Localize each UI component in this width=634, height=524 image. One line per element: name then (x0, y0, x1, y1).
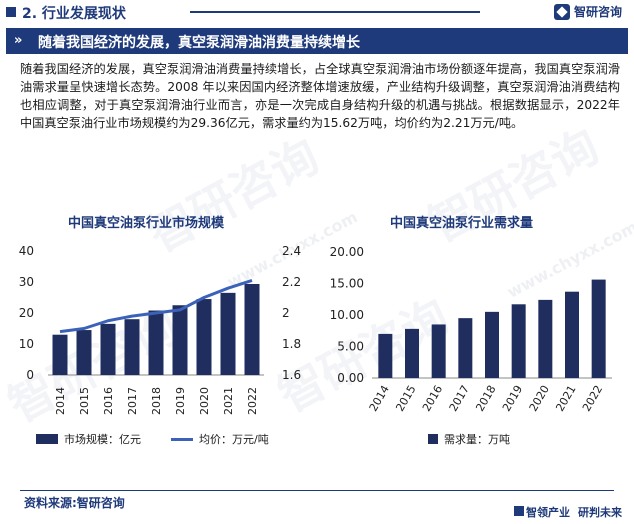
legend-bar-swatch (36, 434, 58, 444)
chart-1-left-tick-label: 0 (26, 368, 34, 382)
chart-1-bar (172, 305, 188, 375)
legend-label-price: 均价：万元/吨 (199, 433, 269, 446)
chart-2-x-tick-label: 2019 (500, 383, 525, 414)
slogan: 智领产业 研判未来 (514, 504, 622, 520)
chart-1-x-tick-label: 2017 (126, 387, 139, 415)
chart-2-y-tick-label: 20.00 (330, 245, 364, 259)
chart-2-bar (378, 333, 393, 378)
legend-line-swatch (171, 437, 193, 441)
chart-1-right-tick-label: 1.8 (282, 337, 301, 351)
chart-1-bar (196, 299, 212, 375)
brand-logo-icon (553, 3, 570, 20)
top-bar: 2. 行业发展现状 智研咨询 (0, 0, 634, 24)
slogan-1: 智领产业 (526, 506, 570, 519)
brand-name: 智研咨询 (573, 5, 622, 19)
chart-1-x-tick-label: 2019 (174, 387, 187, 415)
footer-divider (20, 490, 614, 491)
legend-label-market-size: 市场规模：亿元 (64, 433, 141, 446)
legend-label-demand: 需求量：万吨 (444, 433, 510, 446)
slogan-2: 研判未来 (578, 506, 622, 519)
chart-2-bar (511, 304, 526, 378)
chart-2-y-tick-label: 5.00 (337, 340, 364, 354)
chart-2-bar (565, 291, 579, 378)
chart-1-x-tick-label: 2022 (246, 387, 259, 415)
chart-2-y-tick-label: 0.00 (337, 371, 364, 385)
section-label: 2. 行业发展现状 (22, 6, 126, 22)
chart-1-bar (52, 334, 68, 375)
chart-1-x-tick-label: 2014 (54, 387, 67, 415)
chart-2-y-tick-label: 15.00 (330, 277, 364, 291)
chart-1-right-tick-label: 2 (282, 306, 290, 320)
chart-2-x-tick-label: 2014 (367, 383, 392, 414)
chart-1-bar (100, 323, 116, 375)
chart-2-y-tick-label: 10.00 (330, 308, 364, 322)
title-banner: » 随着我国经济的发展，真空泵润滑油消费量持续增长 (6, 28, 628, 54)
legend-bar-swatch (428, 434, 438, 444)
banner-title: 随着我国经济的发展，真空泵润滑油消费量持续增长 (38, 35, 360, 51)
chart-2-bar (591, 279, 606, 378)
chart-2-x-tick-label: 2021 (553, 383, 578, 414)
chart-1-bar (220, 292, 236, 375)
chart-1-bar (124, 319, 140, 375)
chart-1-x-tick-label: 2015 (78, 387, 91, 415)
chart-1-x-tick-label: 2021 (222, 387, 235, 415)
chart-1-right-tick-label: 2.4 (282, 244, 301, 258)
chart-2-x-tick-label: 2020 (527, 383, 552, 414)
chart-1-x-tick-label: 2020 (198, 387, 211, 415)
chart-1-bar (76, 330, 92, 375)
section-marker-icon (6, 7, 16, 17)
brand: 智研咨询 (553, 3, 622, 20)
chart-2-title: 中国真空油泵行业需求量 (390, 216, 534, 231)
chart-1-x-tick-label: 2016 (102, 387, 115, 415)
chart-2-x-tick-label: 2017 (447, 383, 472, 414)
brand-mini-icon (514, 506, 524, 516)
chart-1-left-tick-label: 10 (19, 337, 34, 351)
chart-2-bar (458, 318, 473, 378)
chart-1-legend: 市场规模：亿元 均价：万元/吨 (36, 431, 269, 447)
chart-2-x-tick-label: 2015 (393, 383, 418, 414)
header-divider (190, 11, 480, 13)
chart-2-legend: 需求量：万吨 (428, 431, 510, 447)
chart-2-bar (431, 324, 446, 378)
chart-2-x-tick-label: 2016 (420, 383, 445, 414)
chart-1-right-tick-label: 1.6 (282, 368, 301, 382)
chart-1-left-tick-label: 40 (19, 244, 34, 258)
chart-1-right-tick-label: 2.2 (282, 275, 301, 289)
source-note: 资料来源:智研咨询 (24, 496, 125, 510)
chart-1-x-tick-label: 2018 (150, 387, 163, 415)
double-chevron-icon: » (14, 33, 23, 48)
chart-1-price-line (59, 279, 253, 334)
chart-2-x-tick-label: 2018 (473, 383, 498, 414)
body-paragraph: 随着我国经济的发展，真空泵润滑油消费量持续增长，占全球真空泵润滑油市场份额逐年提… (20, 62, 620, 130)
chart-1-bar (244, 283, 260, 375)
chart-2-bar (405, 328, 419, 378)
chart-1-bar (148, 310, 164, 375)
chart-2-bar (485, 311, 499, 378)
chart-1-left-tick-label: 30 (19, 275, 34, 289)
chart-2-bar (538, 299, 553, 378)
chart-1-title: 中国真空油泵行业市场规模 (68, 216, 225, 231)
chart-2-x-tick-label: 2022 (580, 383, 605, 414)
chart-1-left-tick-label: 20 (19, 306, 34, 320)
